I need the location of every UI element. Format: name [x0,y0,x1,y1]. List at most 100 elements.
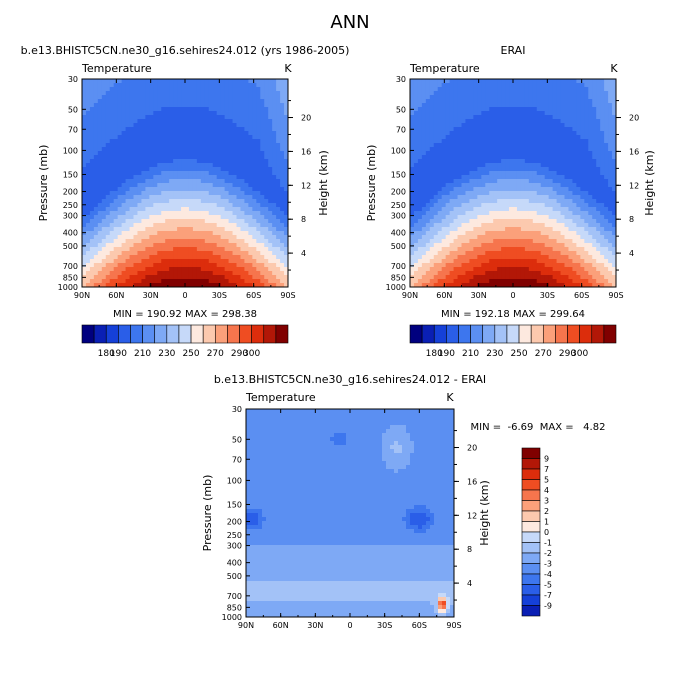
field-cell [544,135,550,140]
field-cell [441,135,447,140]
field-cell [596,79,601,84]
field-cell [117,91,123,96]
field-cell [520,107,526,112]
field-cell [473,91,478,96]
field-cell [410,87,415,92]
field-cell [244,207,249,212]
field-cell [153,271,158,276]
field-cell [485,127,490,132]
field-cell [113,135,119,140]
field-cell [228,131,234,136]
field-cell [612,103,616,108]
field-cell [469,207,474,212]
field-cell [489,131,494,136]
panel-model: b.e13.BHISTC5CN.ne30_g16.sehires24.012 (… [21,44,350,359]
field-cell [445,155,451,160]
field-cell [165,195,170,200]
field-cell [185,107,190,112]
field-cell [509,143,514,148]
field-cell [536,243,542,248]
field-cell [85,223,91,228]
field-cell [528,91,534,96]
y-tick-label: 1000 [58,283,78,292]
field-cell [125,279,131,284]
field-cell [224,259,230,264]
field-cell [212,107,218,112]
field-cell [485,123,490,128]
field-cell [192,91,198,96]
field-cell [129,231,135,236]
field-cell [240,211,246,216]
field-cell [592,119,597,124]
field-cell [524,175,530,180]
field-cell [169,211,174,216]
field-cell [493,191,498,196]
field-cell [268,139,273,144]
field-cell [82,111,87,116]
field-cell [244,215,249,220]
field-cell [196,227,202,232]
field-cell [612,131,616,136]
field-cell [185,87,190,92]
field-cell [157,119,162,124]
field-cell [580,111,585,116]
field-cell [284,107,288,112]
field-cell [141,135,146,140]
field-cell [272,195,277,200]
colorbar-box [239,324,252,344]
field-cell [604,219,609,224]
field-cell [441,163,447,168]
field-cell [232,183,238,188]
field-cell [457,103,463,108]
field-cell [188,91,194,96]
field-cell [256,91,261,96]
field-cell [272,199,277,204]
field-cell [532,79,538,84]
field-cell [413,187,419,192]
field-cell [145,243,150,248]
field-cell [457,199,463,204]
field-cell [417,119,423,124]
field-cell [220,91,226,96]
field-cell [260,119,265,124]
field-cell [572,123,577,128]
field-cell [445,227,451,232]
field-cell [572,91,577,96]
field-cell [437,223,443,228]
colorbar-box [166,324,180,344]
field-cell [465,103,471,108]
field-cell [552,151,558,156]
field-cell [212,183,218,188]
field-cell [532,115,538,120]
field-cell [216,179,222,184]
field-cell [493,107,498,112]
field-cell [280,127,285,132]
field-cell [568,167,574,172]
field-cell [417,91,423,96]
field-cell [473,231,478,236]
field-cell [536,83,542,88]
field-cell [109,219,115,224]
field-cell [268,111,273,116]
field-cell [429,195,435,200]
field-cell [89,247,95,252]
field-cell [169,219,174,224]
field-cell [105,103,111,108]
field-cell [113,259,119,264]
field-cell [481,127,486,132]
field-cell [93,207,99,212]
field-cell [461,151,467,156]
field-cell [513,151,518,156]
field-cell [280,159,285,164]
field-cell [153,203,158,208]
field-cell [101,207,107,212]
field-cell [129,155,135,160]
field-cell [224,151,230,156]
field-cell [89,227,95,232]
field-cell [532,103,538,108]
field-cell [161,83,166,88]
field-cell [520,211,526,216]
field-cell [137,119,143,124]
field-cell [244,219,249,224]
field-cell [145,195,150,200]
